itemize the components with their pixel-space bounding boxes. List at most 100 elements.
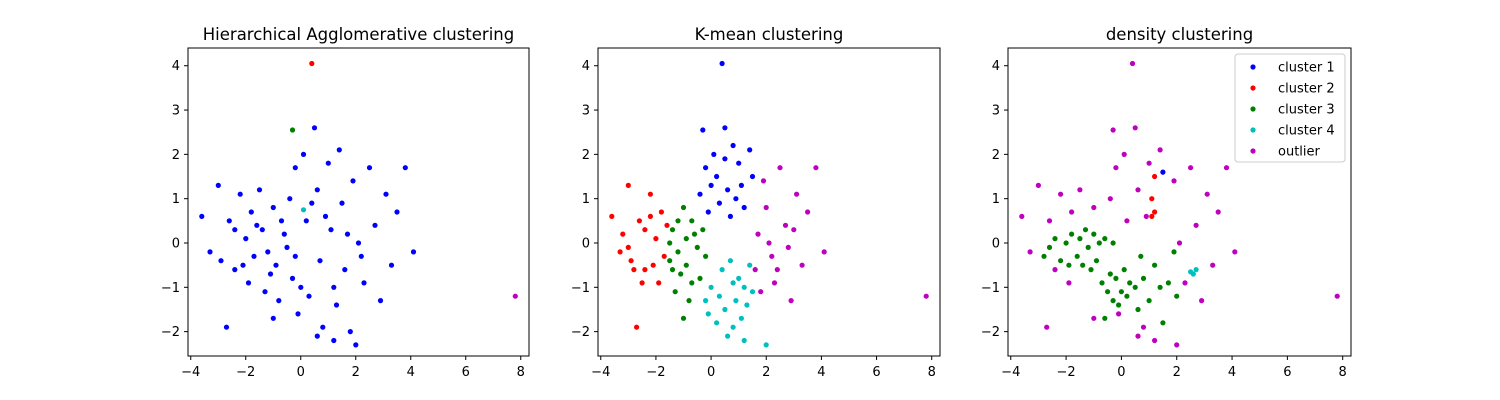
data-point [287, 196, 293, 202]
data-point [355, 240, 362, 246]
data-point [243, 236, 249, 242]
data-point [749, 173, 756, 180]
data-point [639, 280, 645, 286]
data-point [705, 209, 711, 215]
data-point [1080, 262, 1086, 268]
data-point [725, 333, 731, 339]
data-point [1118, 289, 1124, 295]
data-point [733, 298, 739, 304]
data-point [1149, 196, 1155, 202]
x-tick-label: 2 [352, 365, 360, 380]
data-point [1121, 151, 1127, 157]
data-point [755, 231, 761, 237]
data-point [771, 280, 778, 286]
data-point [1135, 333, 1141, 339]
data-point [738, 182, 745, 188]
data-point [1149, 213, 1155, 219]
data-point [1140, 275, 1147, 281]
x-tick-label: 4 [817, 365, 825, 380]
data-point [1210, 262, 1216, 268]
data-point [705, 311, 711, 317]
data-point [353, 342, 359, 348]
data-point [1085, 244, 1091, 250]
data-point [314, 333, 320, 339]
data-point [703, 165, 709, 171]
panel-hierarchical: Hierarchical Agglomerative clustering −4 −… [161, 25, 530, 380]
data-point [248, 209, 254, 215]
data-point [747, 262, 753, 268]
data-point [730, 324, 736, 330]
legend-marker [1250, 127, 1256, 133]
data-point [322, 213, 329, 219]
data-point [1077, 187, 1083, 193]
x-tick-label: 0 [1117, 365, 1125, 380]
data-point [1110, 298, 1116, 304]
data-point [1127, 280, 1133, 286]
data-point [1182, 280, 1188, 286]
data-point [714, 320, 720, 326]
data-point [763, 204, 769, 211]
data-point [311, 125, 318, 131]
legend-marker [1250, 85, 1256, 91]
data-point [1113, 165, 1119, 171]
data-point [774, 267, 780, 273]
x-tick-label: 6 [872, 365, 880, 380]
data-point [270, 204, 276, 211]
data-point [331, 337, 337, 344]
data-point [410, 249, 417, 255]
data-point [628, 258, 634, 264]
data-point [289, 127, 296, 133]
legend-marker [1250, 148, 1256, 154]
data-point [1129, 60, 1136, 67]
data-point [785, 244, 791, 250]
data-point [1066, 262, 1072, 268]
data-point [251, 253, 257, 259]
data-point [333, 302, 340, 308]
data-point [727, 258, 734, 264]
data-point [336, 147, 342, 153]
data-point [300, 207, 307, 213]
data-point [766, 240, 772, 246]
data-point [256, 187, 263, 193]
data-point [620, 231, 626, 237]
x-tick-label: −2 [236, 365, 255, 380]
x-tick-label: 4 [1228, 365, 1236, 380]
data-point [1232, 249, 1238, 255]
y-tick-label: 0 [172, 236, 180, 251]
data-point [727, 213, 734, 219]
data-point [725, 187, 731, 193]
data-point [1146, 298, 1152, 304]
data-point [647, 191, 654, 197]
data-point [634, 324, 640, 330]
data-point [689, 218, 695, 224]
data-point [653, 236, 659, 242]
data-point [736, 275, 742, 281]
data-point [1132, 284, 1138, 290]
data-point [245, 280, 252, 286]
data-point [691, 231, 698, 237]
y-tick-label: −1 [571, 281, 590, 296]
data-point [342, 267, 348, 273]
data-point [1138, 253, 1144, 259]
y-tick-label: −2 [571, 325, 590, 340]
legend-label: cluster 3 [1278, 103, 1335, 118]
data-point [350, 178, 356, 184]
x-tick-label: 0 [297, 365, 305, 380]
data-point [763, 342, 769, 348]
data-point [366, 165, 373, 171]
data-point [703, 298, 709, 304]
y-tick-label: −2 [161, 325, 180, 340]
data-point [388, 262, 395, 268]
y-tick-label: 3 [992, 104, 1000, 119]
data-point [700, 127, 706, 133]
legend-marker [1250, 106, 1256, 112]
data-point [749, 289, 756, 295]
x-tick-label: −4 [181, 365, 200, 380]
data-point [339, 200, 345, 206]
data-point [1063, 240, 1069, 246]
data-point [1165, 280, 1171, 286]
data-point [683, 236, 689, 242]
data-point [1052, 236, 1058, 242]
data-point [1074, 253, 1080, 259]
